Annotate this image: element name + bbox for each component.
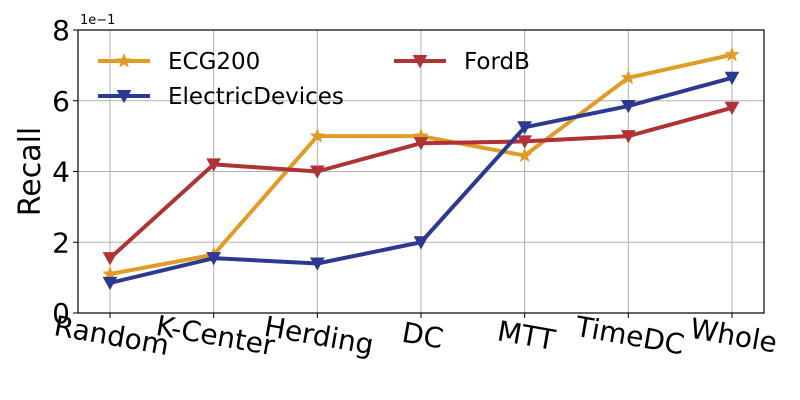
data-point-ecg200 xyxy=(620,69,637,85)
data-point-electricdevices xyxy=(620,100,636,114)
x-tick-label: TimeDC xyxy=(572,310,687,362)
y-axis-ticks: 0 2 4 6 8 xyxy=(52,14,78,330)
x-tick-label: Whole xyxy=(688,312,780,360)
data-point-fordb xyxy=(206,158,222,172)
legend-label: FordB xyxy=(464,49,530,75)
y-tick-label: 0 xyxy=(52,297,70,330)
y-scale-exponent: 1e−1 xyxy=(80,13,115,28)
data-point-electricdevices xyxy=(724,71,740,85)
legend-label: ECG200 xyxy=(168,49,260,75)
legend-label: ElectricDevices xyxy=(168,84,344,110)
series-fordb xyxy=(102,101,740,266)
data-point-fordb xyxy=(620,130,636,144)
data-point-electricdevices xyxy=(309,257,325,271)
legend-item-ecg200: ECG200 xyxy=(98,49,260,75)
legend-item-electricdevices: ElectricDevices xyxy=(98,84,344,110)
data-point-fordb xyxy=(724,101,740,116)
data-point-fordb xyxy=(413,137,429,151)
data-point-fordb xyxy=(309,165,325,179)
legend-marker xyxy=(116,89,132,104)
data-point-electricdevices xyxy=(517,121,533,135)
data-point-fordb xyxy=(102,252,118,266)
data-point-ecg200 xyxy=(309,127,326,143)
data-point-ecg200 xyxy=(724,46,740,62)
data-point-electricdevices xyxy=(413,236,429,250)
x-tick-label: K-Center xyxy=(153,309,277,362)
data-point-electricdevices xyxy=(206,252,222,266)
data-point-ecg200 xyxy=(516,147,533,163)
data-point-electricdevices xyxy=(102,276,118,291)
legend: ECG200 FordB ElectricDevices xyxy=(98,49,530,110)
x-tick-label: DC xyxy=(400,316,446,356)
x-tick-label: Herding xyxy=(262,310,376,362)
y-axis-title: Recall xyxy=(13,127,48,217)
y-tick-label: 8 xyxy=(52,14,70,47)
legend-marker xyxy=(116,52,132,68)
y-tick-label: 6 xyxy=(52,85,70,118)
y-tick-label: 2 xyxy=(52,226,70,259)
legend-marker xyxy=(412,54,428,69)
series-layer xyxy=(102,46,740,291)
data-point-fordb xyxy=(517,135,533,149)
x-tick-label: MTT xyxy=(495,314,559,357)
legend-item-fordb: FordB xyxy=(394,49,530,75)
series-electricdevices xyxy=(102,71,740,291)
y-tick-label: 4 xyxy=(52,156,70,189)
